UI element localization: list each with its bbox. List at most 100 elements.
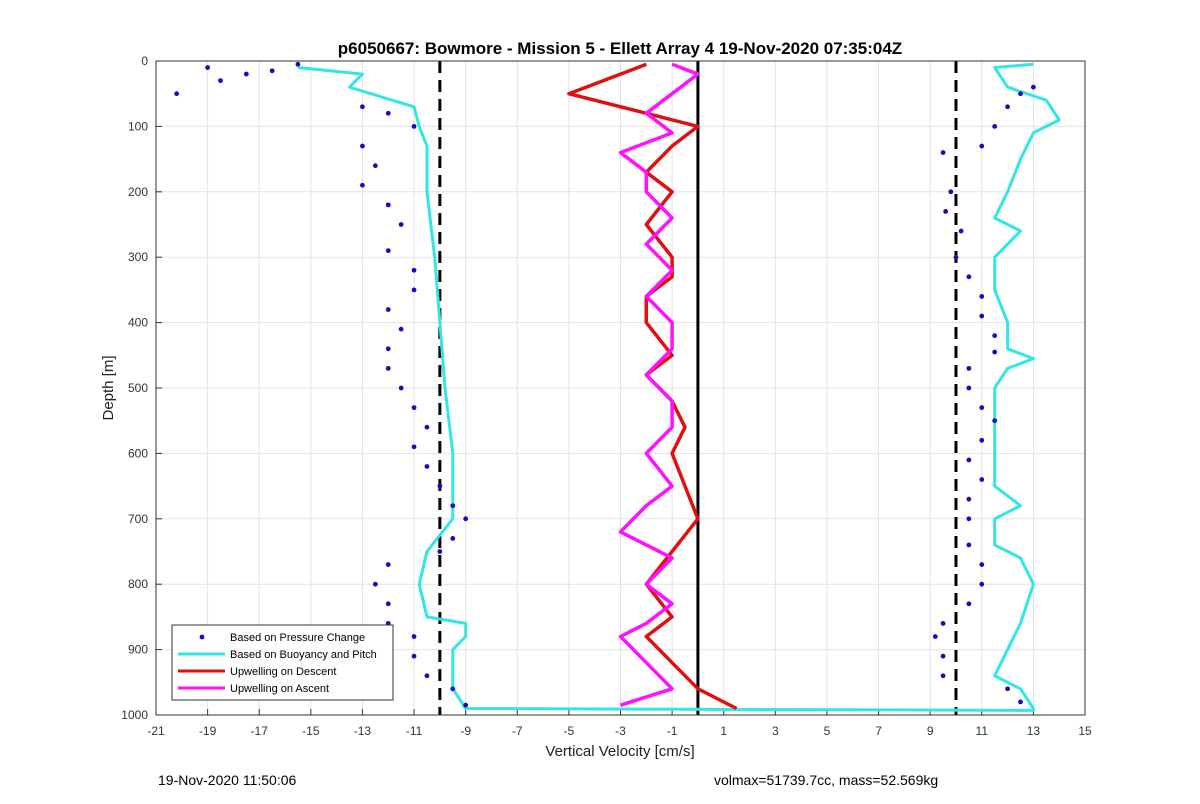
pressure-point-13 (398, 222, 404, 227)
x-tick-label: -21 (147, 724, 165, 738)
pressure-point-3 (243, 71, 249, 77)
plot-area: -21 -19 -17 -15 -13 -11 -9 -7 -5 -3 -1 1 3 5 7 9 11 13 150… (121, 54, 1092, 738)
pressure-point-17 (385, 307, 391, 312)
pressure-point-26 (437, 483, 443, 489)
x-tick-label: -15 (302, 724, 320, 738)
pressure-point-47 (979, 313, 985, 319)
pressure-point-52 (979, 405, 985, 411)
legend-label-upwelling-on-ascent: Upwelling on Ascent (230, 683, 329, 695)
pressure-point-1 (205, 65, 211, 70)
pressure-point-37 (424, 673, 430, 679)
legend-label-upwelling-on-descent: Upwelling on Descent (230, 666, 336, 678)
pressure-point-23 (424, 424, 430, 430)
pressure-point-43 (958, 228, 964, 234)
pressure-point-54 (979, 437, 985, 443)
legend-marker-based-on-pressure-change (199, 634, 205, 640)
y-tick-label: 300 (128, 250, 148, 264)
pressure-point-45 (966, 274, 972, 280)
pressure-point-73 (1030, 84, 1036, 90)
x-tick-label: 1 (720, 724, 727, 738)
x-tick-label: 13 (1027, 724, 1041, 738)
pressure-point-68 (1018, 699, 1023, 705)
footer-timestamp: 19-Nov-2020 11:50:06 (158, 772, 297, 788)
x-tick-label: 5 (824, 724, 831, 738)
pressure-point-64 (932, 634, 938, 639)
x-axis-label: Vertical Velocity [cm/s] (545, 743, 694, 760)
pressure-point-50 (966, 365, 972, 371)
pressure-point-67 (1005, 686, 1010, 692)
x-tick-label: 3 (772, 724, 779, 738)
y-tick-label: 1000 (121, 708, 148, 722)
pressure-point-21 (398, 385, 404, 391)
pressure-point-62 (966, 601, 972, 607)
pressure-point-35 (411, 634, 417, 639)
pressure-point-56 (979, 477, 985, 482)
series-line-based-on-buoyancy-and-pitch (297, 62, 1061, 712)
y-tick-label: 800 (128, 577, 148, 591)
pressure-point-22 (411, 405, 417, 411)
pressure-point-60 (979, 562, 985, 567)
pressure-point-29 (450, 536, 456, 541)
plot-frame (155, 60, 1086, 716)
pressure-point-8 (411, 124, 417, 129)
pressure-point-14 (385, 248, 391, 254)
footer-vehicle-info: volmax=51739.7cc, mass=52.569kg (714, 772, 939, 788)
pressure-point-51 (966, 385, 972, 391)
pressure-point-42 (943, 209, 949, 214)
pressure-point-19 (385, 346, 391, 352)
y-tick-label: 500 (128, 381, 148, 395)
pressure-point-46 (979, 294, 985, 299)
pressure-point-55 (966, 457, 972, 463)
pressure-point-28 (463, 516, 469, 522)
pressure-point-44 (953, 254, 959, 260)
x-tick-label: -19 (199, 724, 217, 738)
pressure-point-49 (992, 349, 998, 355)
legend-label-based-on-pressure-change: Based on Pressure Change (230, 632, 365, 644)
pressure-point-71 (992, 124, 998, 129)
pressure-point-7 (385, 110, 391, 116)
y-axis-label: Depth [m] (100, 355, 117, 420)
pressure-point-57 (966, 496, 972, 502)
pressure-point-5 (295, 61, 301, 67)
pressure-point-53 (992, 418, 998, 424)
pressure-point-10 (372, 163, 378, 169)
pressure-point-40 (940, 150, 946, 155)
pressure-point-41 (948, 189, 954, 195)
pressure-point-0 (174, 91, 180, 97)
pressure-point-11 (360, 182, 365, 188)
y-tick-label: 200 (128, 185, 148, 199)
pressure-point-25 (424, 464, 430, 469)
pressure-point-39 (463, 702, 469, 708)
x-tick-label: -13 (354, 724, 372, 738)
pressure-point-27 (450, 503, 456, 509)
pressure-point-72 (979, 143, 985, 149)
pressure-point-6 (360, 104, 365, 110)
pressure-point-38 (450, 686, 456, 692)
pressure-point-48 (992, 333, 998, 339)
pressure-point-4 (269, 68, 275, 74)
pressure-point-70 (1018, 91, 1023, 97)
y-tick-label: 900 (128, 643, 148, 657)
pressure-point-16 (411, 287, 417, 293)
y-tick-label: 700 (128, 512, 148, 526)
x-tick-label: -9 (460, 724, 471, 738)
pressure-point-33 (385, 601, 391, 607)
pressure-point-59 (966, 542, 972, 548)
pressure-point-18 (398, 326, 404, 332)
x-tick-label: 11 (976, 724, 989, 738)
pressure-point-30 (437, 549, 443, 554)
pressure-point-32 (372, 581, 378, 587)
pressure-point-31 (385, 562, 391, 567)
y-tick-label: 600 (128, 446, 148, 460)
pressure-point-36 (411, 653, 417, 659)
pressure-point-15 (411, 267, 417, 273)
legend: Based on Pressure Change Based on Buoyanc… (171, 624, 394, 701)
series-line-upwelling-on-ascent (618, 62, 700, 707)
legend-label-based-on-buoyancy-and-pitch: Based on Buoyancy and Pitch (230, 649, 377, 661)
x-tick-label: -3 (615, 724, 626, 738)
pressure-point-61 (979, 581, 985, 587)
chart-title: p6050667: Bowmore - Mission 5 - Ellett A… (338, 39, 902, 58)
y-tick-label: 400 (128, 316, 148, 330)
x-tick-label: -17 (251, 724, 269, 738)
